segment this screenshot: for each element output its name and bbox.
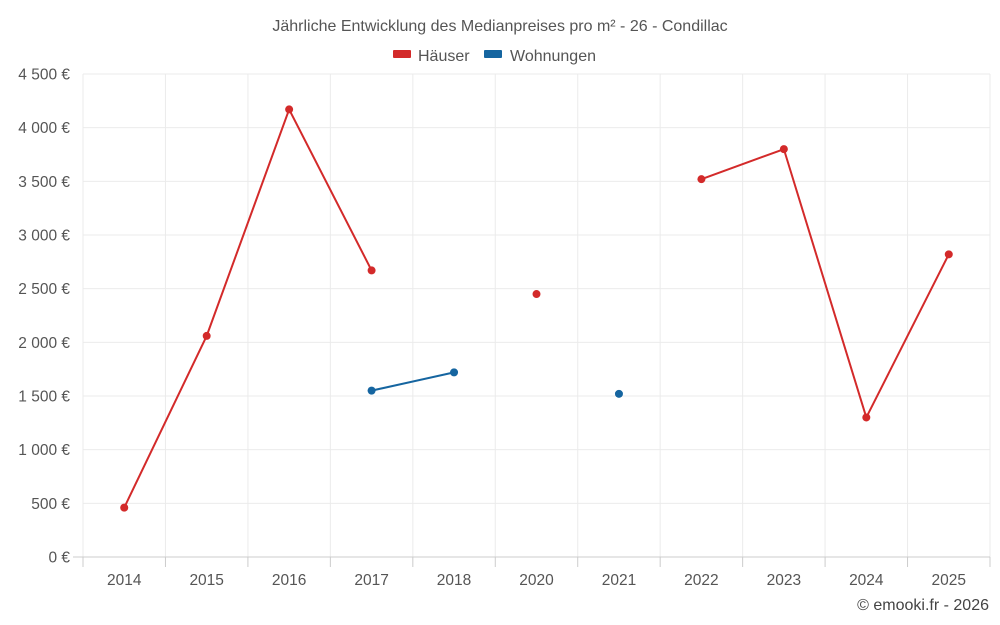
data-point[interactable] <box>450 368 459 377</box>
legend-label-wohnungen: Wohnungen <box>510 48 596 65</box>
legend-swatch-wohnungen <box>484 50 502 58</box>
y-tick-label: 4 500 € <box>18 67 70 84</box>
legend-item-wohnungen[interactable]: Wohnungen <box>484 48 596 65</box>
y-tick-label: 2 000 € <box>18 335 70 352</box>
x-tick-label: 2018 <box>437 572 471 589</box>
data-point[interactable] <box>697 175 706 184</box>
x-tick-label: 2023 <box>767 572 801 589</box>
series-line <box>123 108 373 509</box>
series-layer <box>120 105 953 512</box>
series-wohnungen <box>367 368 623 398</box>
data-point[interactable] <box>202 331 211 340</box>
legend: Häuser Wohnungen <box>393 48 596 65</box>
y-axis: 0 € 500 € 1 000 € 1 500 € 2 000 € 2 500 € 3 00… <box>18 67 70 567</box>
series-line <box>701 148 950 419</box>
y-tick-label: 3 000 € <box>18 228 70 245</box>
y-tick-label: 3 500 € <box>18 174 70 191</box>
x-tick-label: 2017 <box>354 572 388 589</box>
data-point[interactable] <box>614 389 623 398</box>
x-tick-label: 2020 <box>519 572 554 589</box>
legend-item-haeuser[interactable]: Häuser <box>393 48 470 65</box>
y-tick-label: 4 000 € <box>18 120 70 137</box>
credit: © emooki.fr - 2026 <box>857 597 989 614</box>
data-point[interactable] <box>367 266 376 275</box>
data-point[interactable] <box>367 386 376 395</box>
x-tick-label: 2014 <box>107 572 142 589</box>
x-tick-label: 2016 <box>272 572 306 589</box>
y-tick-label: 1 000 € <box>18 442 70 459</box>
series-line <box>371 371 455 392</box>
data-point[interactable] <box>862 413 871 422</box>
legend-label-haeuser: Häuser <box>418 48 470 65</box>
y-tick-label: 500 € <box>31 496 70 513</box>
y-tick-label: 0 € <box>48 550 70 567</box>
grid <box>82 73 991 557</box>
y-tick-label: 2 500 € <box>18 281 70 298</box>
legend-swatch-haeuser <box>393 50 411 58</box>
data-point[interactable] <box>944 250 953 259</box>
data-point[interactable] <box>120 503 129 512</box>
x-axis: 2014 2015 2016 2017 2018 2020 2021 2022 2023 2024… <box>73 556 991 589</box>
data-point[interactable] <box>285 105 294 114</box>
data-point[interactable] <box>532 290 541 299</box>
series-h-user <box>120 105 953 512</box>
x-tick-label: 2015 <box>189 572 223 589</box>
y-tick-label: 1 500 € <box>18 389 70 406</box>
x-tick-label: 2025 <box>932 572 966 589</box>
x-tick-label: 2022 <box>684 572 718 589</box>
x-tick-label: 2021 <box>602 572 636 589</box>
x-tick-label: 2024 <box>849 572 884 589</box>
chart-title: Jährliche Entwicklung des Medianpreises … <box>272 18 727 35</box>
data-point[interactable] <box>779 145 788 154</box>
